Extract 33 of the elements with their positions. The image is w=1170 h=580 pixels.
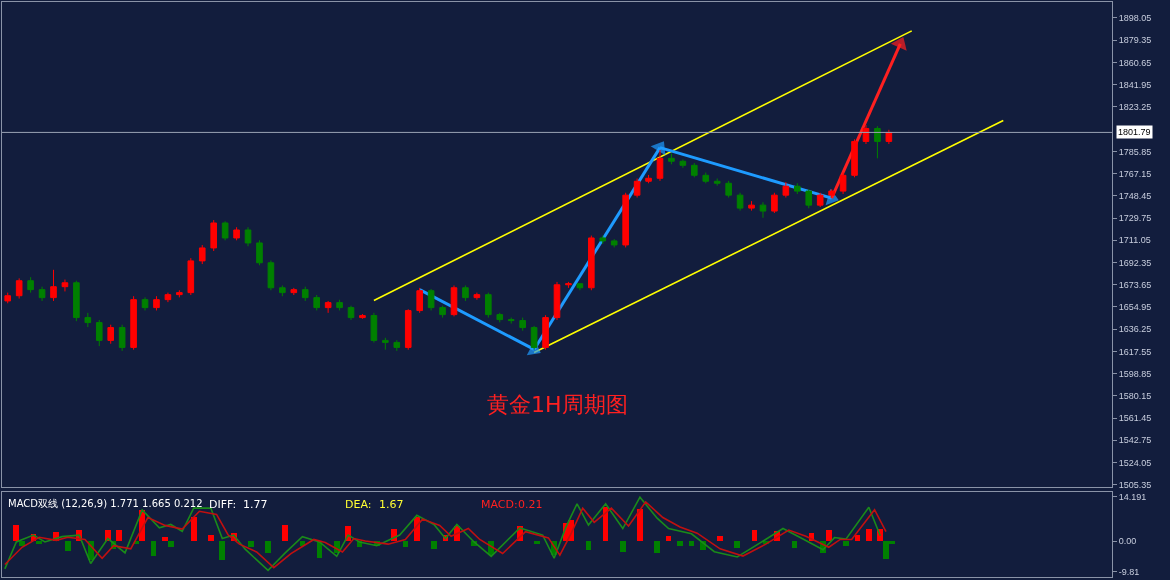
y-tick-label: 0.00 [1118, 536, 1137, 547]
y-tick-label: 1711.05 [1118, 235, 1151, 246]
y-tick-label: 1561.45 [1118, 413, 1152, 424]
y-tick-label: 1580.15 [1118, 391, 1152, 401]
y-tick-label: 1673.65 [1118, 279, 1152, 290]
annotation: DEA: [345, 498, 372, 511]
y-tick-label: 1598.85 [1118, 368, 1152, 379]
y-tick-label: 1767.15 [1118, 168, 1152, 179]
ref-line-label: 1801.79 [1118, 127, 1151, 137]
y-tick-label: 14.191 [1118, 491, 1147, 502]
y-tick-label: 1654.95 [1118, 302, 1152, 313]
y-tick-label: 1524.05 [1118, 457, 1152, 468]
annotation: MACD: [481, 498, 518, 511]
y-tick-label: 1860.65 [1118, 57, 1152, 68]
y-tick-label: 1617.55 [1118, 346, 1152, 357]
y-tick-label: -9.81 [1118, 566, 1140, 577]
y-tick-label: 1505.35 [1118, 479, 1152, 490]
y-tick-label: 1542.75 [1118, 435, 1152, 446]
y-tick-label: 1636.25 [1118, 324, 1152, 335]
y-tick-label: 1729.75 [1118, 213, 1152, 224]
y-tick-label: 1898.05 [1118, 13, 1152, 24]
annotation: DIFF: [209, 498, 237, 511]
y-tick-label: 1841.95 [1118, 79, 1152, 90]
annotation: 0.21 [518, 498, 543, 511]
y-tick-label: 1879.35 [1118, 35, 1152, 46]
y-tick-label: 1785.85 [1118, 146, 1152, 157]
annotation: MACD双线 (12,26,9) 1.771 1.665 0.212 [8, 498, 203, 509]
annotation: 1.67 [379, 498, 404, 511]
y-tick-label: 1748.45 [1118, 190, 1152, 201]
annotation: 黄金1H周期图 [487, 392, 628, 417]
y-tick-label: 1823.25 [1118, 102, 1152, 113]
annotation: 1.77 [243, 498, 268, 511]
y-tick-label: 1692.35 [1118, 257, 1152, 268]
